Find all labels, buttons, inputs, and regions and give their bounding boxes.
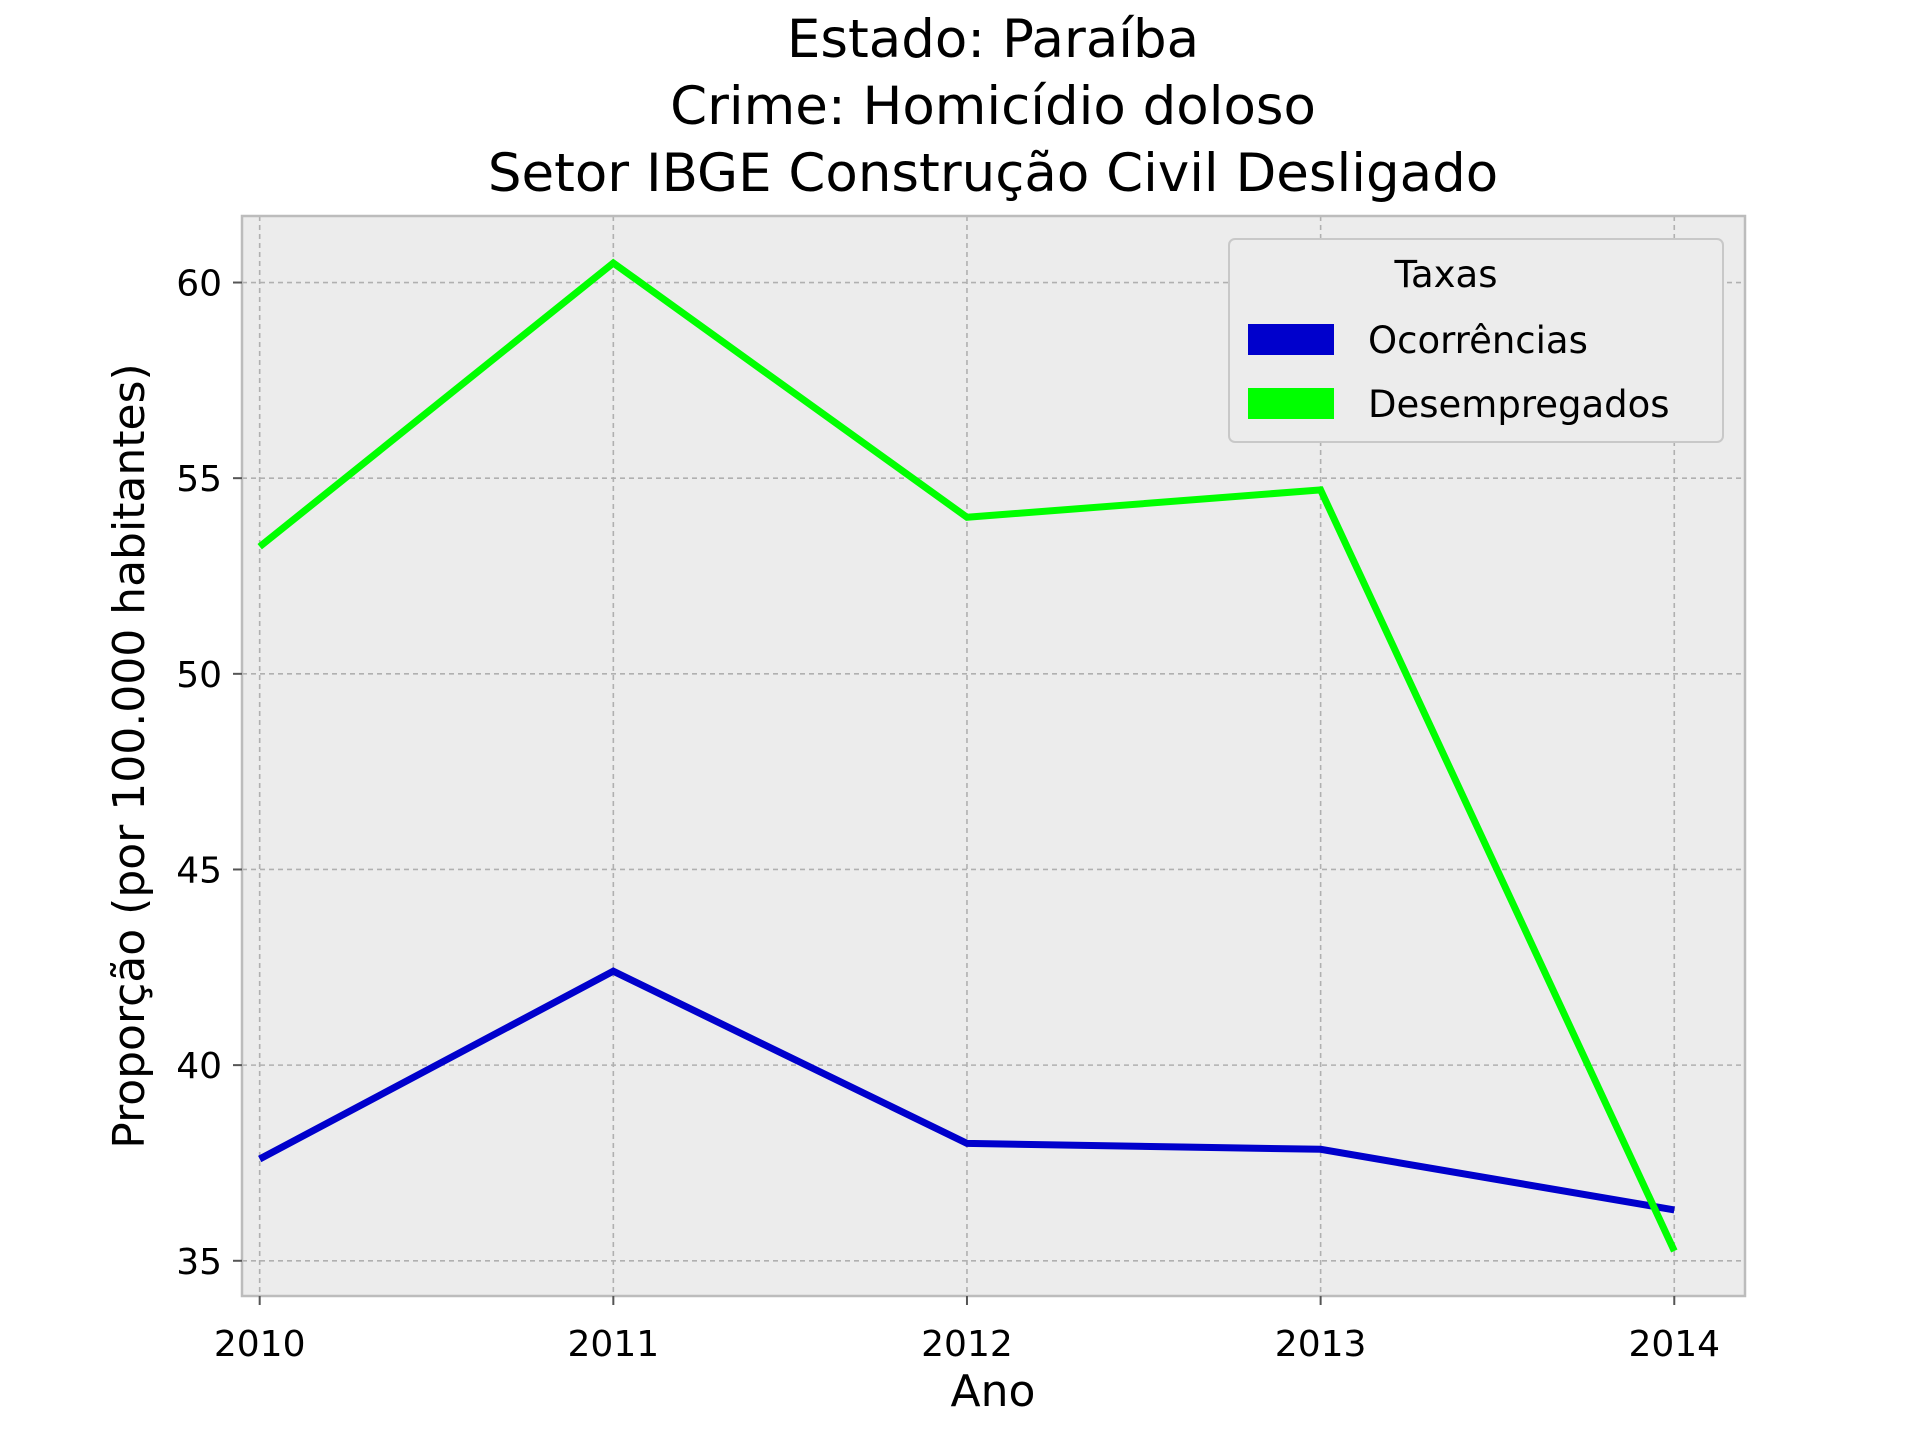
series-line-ocorrências (258, 967, 1675, 1214)
title-line-1: Estado: Paraíba (787, 9, 1199, 70)
legend-swatch (1248, 388, 1334, 419)
y-axis-ticks: 35 40 45 50 55 60 (176, 264, 242, 1283)
y-tick-label: 40 (176, 1046, 222, 1087)
series-lines (257, 258, 1678, 1253)
x-axis-label: Ano (951, 1366, 1036, 1417)
y-tick-label: 50 (176, 655, 222, 696)
y-tick-label: 35 (176, 1242, 222, 1283)
x-axis-ticks: 2010 2011 2012 2013 2014 (214, 1296, 1720, 1365)
legend-box (1228, 238, 1724, 443)
legend: Taxas Ocorrências Desempregados (1228, 238, 1724, 443)
series-line-desempregados (257, 258, 1678, 1253)
title-line-3: Setor IBGE Construção Civil Desligado (488, 143, 1498, 204)
legend-label: Desempregados (1368, 383, 1670, 426)
y-tick-label: 55 (176, 459, 222, 500)
x-tick-label: 2014 (1628, 1324, 1720, 1365)
y-axis-label: Proporção (por 100.000 habitantes) (104, 363, 155, 1148)
chart-title: Estado: Paraíba Crime: Homicídio doloso … (488, 9, 1498, 204)
x-tick-label: 2013 (1275, 1324, 1367, 1365)
legend-label: Ocorrências (1368, 319, 1588, 362)
plot-frame (240, 214, 1747, 1298)
x-tick-label: 2011 (568, 1324, 660, 1365)
x-tick-label: 2010 (214, 1324, 306, 1365)
title-line-2: Crime: Homicídio doloso (670, 76, 1316, 137)
legend-title: Taxas (1394, 253, 1498, 296)
legend-swatch (1248, 324, 1334, 355)
legend-items: Ocorrências Desempregados (1248, 319, 1670, 426)
x-tick-label: 2012 (921, 1324, 1013, 1365)
y-tick-label: 60 (176, 264, 222, 305)
y-tick-label: 45 (176, 850, 222, 891)
